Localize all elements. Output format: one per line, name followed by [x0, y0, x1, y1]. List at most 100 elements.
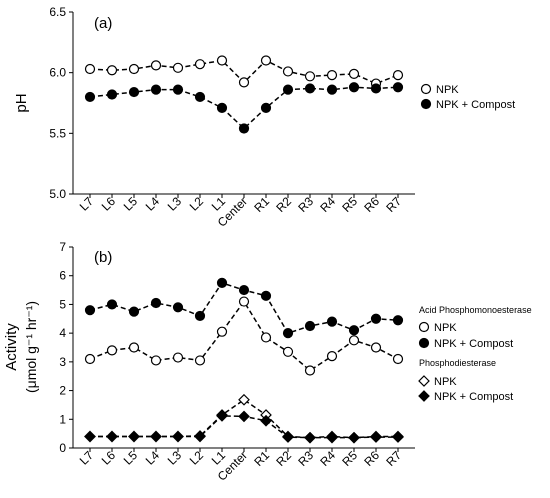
data-point: [194, 355, 206, 366]
data-point: [282, 431, 294, 443]
y-tick-label: 6.5: [49, 5, 66, 19]
legend-pde-npk-label: NPK: [434, 376, 457, 388]
y-tick-label: 6: [59, 269, 66, 283]
legend-npk-compost-marker: [420, 98, 432, 110]
data-point: [106, 65, 118, 76]
x-tick-label: R3: [295, 448, 316, 469]
data-point: [238, 393, 250, 406]
data-point: [282, 84, 294, 95]
x-tick-label: R2: [273, 194, 294, 215]
x-tick-label: R2: [273, 448, 294, 469]
panel-b-series: [84, 277, 404, 444]
data-point: [128, 342, 140, 353]
legend-pde-npk-marker: [418, 375, 430, 387]
data-point: [216, 326, 228, 337]
data-point: [370, 342, 382, 353]
data-point: [348, 68, 360, 79]
panel-b-y-axis-title-line2: (μmol g⁻¹ hr⁻¹): [23, 301, 39, 393]
data-point: [150, 60, 162, 71]
data-point: [194, 59, 206, 70]
data-point: [348, 431, 360, 444]
data-point: [260, 290, 272, 301]
data-point: [304, 71, 316, 82]
data-point: [238, 296, 250, 307]
data-point: [150, 430, 162, 443]
data-point: [392, 315, 404, 326]
data-point: [392, 431, 404, 443]
x-tick-label: L6: [99, 448, 119, 468]
x-tick-label: R4: [317, 194, 338, 215]
legend-group-acid-phosphomonoesterase: Acid Phosphomonoesterase: [419, 305, 532, 315]
data-point: [128, 86, 140, 98]
data-point: [326, 84, 338, 95]
x-tick-label: L7: [77, 448, 97, 468]
data-point: [370, 431, 382, 443]
y-tick-label: 5.0: [49, 187, 66, 201]
x-tick-label: L5: [121, 448, 141, 468]
x-tick-label: R7: [383, 194, 404, 215]
y-tick-label: 0: [59, 441, 66, 455]
data-point: [392, 353, 404, 365]
y-tick-label: 2: [59, 384, 66, 398]
legend-acp-npk-label: NPK: [434, 322, 457, 334]
panel-a-series: [84, 55, 404, 134]
x-tick-label: L3: [165, 194, 185, 214]
x-tick-label: R6: [361, 448, 382, 469]
y-tick-label: 7: [59, 240, 66, 254]
data-point: [106, 430, 118, 443]
legend-npk-marker: [420, 83, 432, 95]
x-tick-label: L2: [187, 194, 207, 214]
data-point: [260, 332, 272, 343]
y-tick-label: 3: [59, 355, 66, 369]
x-tick-label: R3: [295, 194, 316, 215]
panel-a-y-axis-title: pH: [13, 93, 30, 112]
y-tick-label: 5.5: [49, 126, 66, 140]
data-point: [370, 83, 382, 94]
data-point: [128, 430, 140, 443]
data-point: [172, 302, 184, 313]
data-point: [326, 351, 338, 362]
legend-pde-npk-compost-marker: [418, 390, 430, 402]
data-point: [304, 431, 316, 444]
y-tick-label: 6.0: [49, 66, 66, 80]
legend-acp-npk-marker: [418, 321, 430, 333]
data-point: [304, 320, 316, 332]
x-tick-label: L4: [143, 194, 163, 214]
data-point: [348, 325, 360, 336]
panel-a-label: (a): [94, 15, 112, 32]
data-point: [172, 84, 184, 95]
data-point: [150, 84, 162, 95]
data-point: [84, 430, 96, 443]
data-point: [392, 82, 404, 93]
data-point: [216, 102, 228, 113]
data-point: [172, 352, 184, 363]
data-point: [370, 313, 382, 324]
series-line: [89, 86, 399, 130]
x-tick-label: R7: [383, 448, 404, 469]
data-point: [238, 284, 250, 296]
data-point: [194, 310, 206, 322]
data-point: [128, 63, 140, 75]
data-point: [216, 277, 228, 288]
panel-b-y-ticks: 0 1 2 3 4 5 6 7: [59, 240, 73, 455]
panel-a-y-ticks: 5.0 5.5 6.0 6.5: [49, 5, 73, 201]
x-tick-label: L5: [121, 194, 141, 214]
x-tick-label: R6: [361, 194, 382, 215]
data-point: [326, 69, 338, 81]
data-point: [282, 328, 294, 339]
x-tick-label: L3: [165, 448, 185, 468]
data-point: [216, 55, 228, 66]
data-point: [348, 335, 360, 346]
data-point: [282, 346, 294, 357]
legend-acp-npk-compost-marker: [418, 337, 430, 349]
data-point: [260, 414, 272, 427]
legend-acp-npk-compost-label: NPK + Compost: [434, 338, 513, 350]
data-point: [106, 89, 118, 100]
panel-b-label: (b): [94, 249, 112, 266]
y-tick-label: 5: [59, 297, 66, 311]
legend-npk-label: NPK: [436, 84, 459, 96]
data-point: [172, 62, 184, 73]
